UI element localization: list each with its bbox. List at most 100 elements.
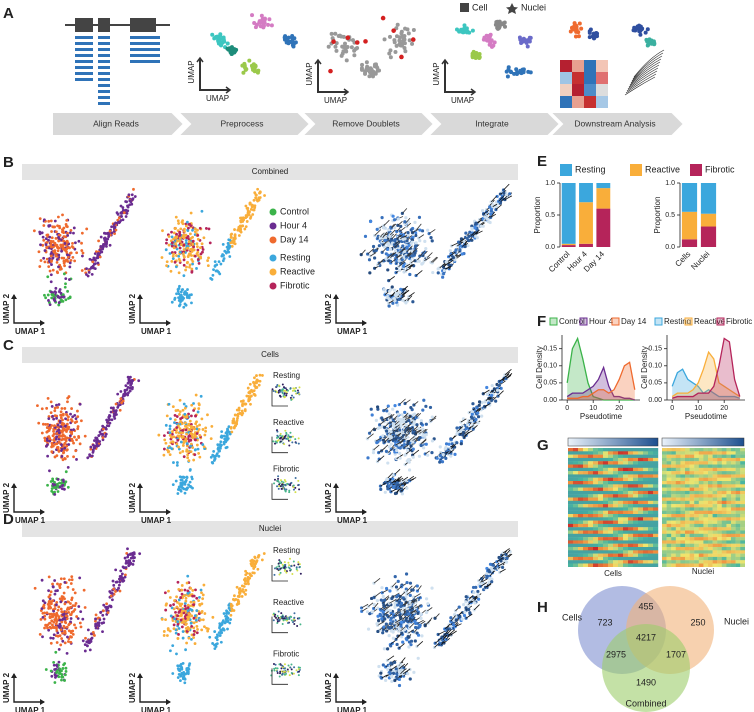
umap-cell: [65, 444, 69, 448]
umap-cell: [177, 287, 181, 290]
umap-cell: [71, 241, 74, 245]
umap-cell: [90, 454, 94, 458]
umap-cell: [464, 427, 468, 431]
umap-cell: [132, 559, 136, 563]
umap-cell: [178, 294, 182, 298]
umap-cell: [166, 627, 170, 630]
umap-cell: [65, 651, 69, 655]
umap-cell: [43, 601, 47, 605]
umap-cell: [444, 260, 448, 264]
umap-cell: [124, 215, 128, 218]
umap-cell: [391, 301, 395, 305]
umap-cell: [53, 409, 57, 413]
inset-cell: [280, 480, 283, 483]
umap-cell: [386, 404, 390, 408]
umap-cell: [181, 636, 185, 640]
axis-label: UMAP 1: [337, 516, 368, 525]
umap-cell: [449, 454, 453, 458]
umap-cell: [57, 428, 61, 432]
umap-cell: [215, 642, 219, 646]
velocity-arrow: [395, 254, 402, 259]
umap-cell: [110, 225, 114, 229]
axis-arrow: [199, 58, 230, 91]
inset-cell: [276, 479, 279, 482]
umap-cell: [397, 259, 401, 263]
umap-cell: [178, 427, 182, 431]
velocity-arrow: [394, 424, 401, 429]
umap-cell: [200, 628, 204, 632]
umap-cell: [45, 233, 49, 237]
umap-cell: [200, 611, 203, 614]
read: [98, 48, 110, 51]
umap-cell: [183, 412, 187, 416]
umap-cell: [175, 463, 179, 467]
arrow-head: [196, 56, 204, 63]
velocity-arrow: [400, 235, 408, 239]
umap-cell: [178, 230, 182, 234]
umap-cell: [190, 254, 193, 257]
umap-cell: [201, 248, 205, 251]
umap-cell: [56, 582, 59, 586]
umap-cell: [190, 403, 194, 407]
pipeline-dot: [393, 50, 398, 55]
umap-cell: [187, 226, 190, 230]
umap-cell: [58, 597, 62, 601]
read: [98, 42, 110, 45]
umap-cell: [207, 256, 210, 260]
umap-cell: [182, 402, 186, 406]
umap-cell: [403, 410, 407, 414]
umap-cell: [221, 242, 225, 246]
read: [75, 60, 93, 63]
umap-cell: [396, 483, 401, 487]
umap-cell: [165, 260, 169, 264]
umap-cell: [258, 379, 262, 383]
umap-cell: [96, 256, 100, 260]
umap-cell: [192, 458, 196, 462]
umap-cell: [182, 620, 185, 623]
umap-cell: [473, 234, 477, 238]
umap-cell: [399, 287, 403, 291]
umap-cell: [190, 637, 193, 641]
umap-cell: [60, 256, 64, 260]
velocity-arrow: [373, 444, 380, 451]
umap-cell: [63, 662, 67, 665]
umap-cell: [411, 423, 415, 427]
umap-cell: [225, 612, 229, 615]
umap-cell: [59, 643, 63, 647]
umap-cell: [199, 256, 203, 260]
umap-cell: [44, 237, 48, 241]
umap-cell: [199, 394, 203, 398]
umap-cell: [252, 208, 256, 212]
umap-cell: [72, 455, 75, 459]
velocity-arrow: [485, 396, 491, 401]
umap-cell: [185, 444, 189, 448]
umap-cell: [243, 227, 247, 231]
umap-cell: [76, 415, 80, 419]
umap-cell: [73, 421, 77, 424]
umap-cell: [47, 417, 51, 421]
umap-cell: [52, 633, 56, 637]
velocity-arrow: [405, 448, 413, 455]
umap-cell: [212, 268, 215, 272]
umap-cell: [441, 275, 445, 279]
umap-cell: [181, 450, 185, 453]
umap-cell: [181, 630, 185, 633]
pipeline-dot: [286, 41, 291, 46]
velocity-arrow: [424, 256, 431, 262]
inset-cell: [287, 437, 290, 440]
umap-cell: [56, 484, 60, 488]
velocity-arrow: [419, 250, 426, 257]
umap-cell: [410, 240, 414, 244]
read: [98, 90, 110, 93]
umap-cell: [39, 617, 43, 621]
umap-cell: [185, 415, 189, 419]
umap-cell: [52, 297, 56, 301]
umap-cell: [184, 596, 188, 600]
umap-cell: [211, 615, 215, 619]
umap-cell: [239, 224, 243, 228]
umap-cell: [192, 402, 195, 405]
pipeline-dot: [225, 41, 230, 46]
umap-cell: [126, 375, 130, 379]
umap-cell: [382, 647, 386, 651]
umap-cell: [61, 418, 64, 422]
